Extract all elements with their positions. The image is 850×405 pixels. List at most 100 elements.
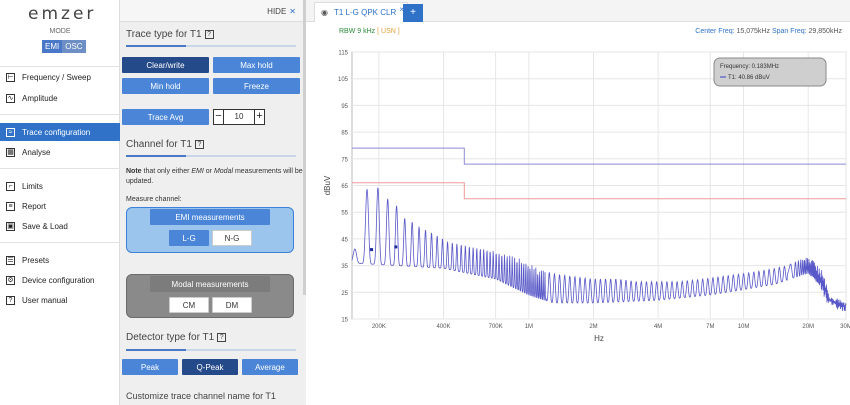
stepper-minus-button[interactable]: − — [213, 109, 224, 125]
spectrum-chart[interactable]: 15 25 35 45 55 65 75 85 95 105 115 200K 400K 700K 1M 2M… — [306, 42, 850, 402]
tooltip-frequency: Frequency: 0.183MHz — [720, 64, 779, 70]
clear-write-button[interactable]: Clear/write — [122, 57, 209, 73]
nav-item-label: User manual — [22, 295, 68, 305]
section-underline — [126, 349, 296, 351]
rbw-info: RBW 9 kHz [ USN ] — [339, 28, 400, 35]
help-icon[interactable]: ? — [217, 333, 227, 342]
x-tick-label: 200K — [372, 324, 386, 330]
nav-item-limits[interactable]: ⌐ Limits — [0, 177, 120, 195]
nav-item-amplitude[interactable]: ∿ Amplitude — [0, 89, 120, 107]
limit-lines — [352, 147, 846, 200]
span-freq-label: Span Freq: — [771, 28, 807, 35]
ng-channel-button[interactable]: N-G — [212, 230, 252, 246]
hide-label: HIDE — [267, 7, 287, 16]
nav-item-save-load[interactable]: ▣ Save & Load — [0, 217, 120, 235]
side-nav: emzer MODE EMI OSC ⊢ Frequency / Sweep ∿… — [0, 0, 120, 405]
y-tick-label: 105 — [338, 77, 349, 83]
tab-label: T1 L-G QPK CLR — [333, 8, 397, 17]
max-hold-button[interactable]: Max hold — [213, 57, 300, 73]
frequency-info: Center Freq: 15,075kHz Span Freq: 29,850… — [695, 28, 842, 35]
customize-channel-name-label: Customize trace channel name for T1 — [126, 391, 276, 401]
x-tick-label: 10M — [738, 324, 750, 330]
tooltip-box — [713, 57, 827, 87]
nav-item-label: Trace configuration — [22, 127, 91, 137]
average-detector-button[interactable]: Average — [242, 359, 298, 375]
channel-note: Note that only either EMI or Modal measu… — [126, 168, 303, 185]
add-tab-button[interactable]: + — [403, 4, 423, 22]
nav-item-frequency-sweep[interactable]: ⊢ Frequency / Sweep — [0, 68, 120, 86]
center-freq-value: 15,075kHz — [736, 28, 770, 35]
dm-channel-button[interactable]: DM — [212, 297, 252, 313]
help-icon[interactable]: ? — [194, 140, 204, 149]
mode-label: MODE — [49, 28, 71, 35]
y-tick-label: 55 — [341, 211, 348, 217]
trace-config-panel: HIDE ✕ Trace type for T1? Clear/write Max… — [120, 0, 306, 405]
trace-tab-bar: ◉ T1 L-G QPK CLR × + — [306, 0, 850, 22]
x-tick-label: 30M — [840, 324, 850, 330]
app-logo: emzer — [28, 4, 97, 24]
modal-measurements-button[interactable]: Modal measurements — [150, 276, 270, 292]
y-tick-label: 35 — [341, 264, 348, 270]
y-tick-label: 85 — [341, 131, 348, 137]
peak-detector-button[interactable]: Peak — [122, 359, 178, 375]
y-tick-label: 115 — [338, 51, 348, 57]
tab-t1[interactable]: ◉ T1 L-G QPK CLR × — [314, 2, 408, 22]
nav-item-label: Limits — [22, 181, 43, 191]
help-icon[interactable]: ? — [204, 30, 214, 39]
panel-scrollbar[interactable] — [303, 0, 306, 295]
mode-osc-button[interactable]: OSC — [62, 40, 86, 53]
data-marker — [370, 248, 374, 252]
measurement-info-bar: RBW 9 kHz [ USN ] Center Freq: 15,075kHz… — [306, 28, 850, 42]
section-underline — [126, 155, 296, 157]
y-tick-label: 15 — [341, 318, 348, 324]
nav-item-label: Device configuration — [22, 275, 95, 285]
nav-item-device-configuration[interactable]: ⚙ Device configuration — [0, 271, 120, 289]
nav-item-label: Save & Load — [22, 221, 68, 231]
nav-item-report[interactable]: ≡ Report — [0, 197, 120, 215]
qpeak-detector-button[interactable]: Q-Peak — [182, 359, 238, 375]
y-tick-label: 95 — [341, 104, 348, 110]
x-tick-label: 2M — [589, 324, 597, 330]
tooltip-series-value: T1: 40.86 dBuV — [728, 75, 770, 81]
emi-measurements-button[interactable]: EMI measurements — [150, 209, 270, 225]
save-icon: ▣ — [6, 221, 15, 231]
nav-item-user-manual[interactable]: ? User manual — [0, 291, 120, 309]
close-tab-icon[interactable]: × — [399, 5, 404, 14]
min-hold-button[interactable]: Min hold — [122, 78, 209, 94]
hide-panel-button[interactable]: HIDE ✕ — [267, 7, 296, 16]
x-tick-label: 7M — [706, 324, 714, 330]
x-axis-label: Hz — [594, 334, 604, 343]
eye-icon[interactable]: ◉ — [321, 8, 328, 17]
measure-channel-label: Measure channel: — [126, 196, 182, 203]
freeze-button[interactable]: Freeze — [213, 78, 300, 94]
nav-item-presets[interactable]: ☰ Presets — [0, 251, 120, 269]
lg-channel-button[interactable]: L-G — [169, 230, 209, 246]
data-marker — [394, 245, 398, 249]
nav-item-label: Frequency / Sweep — [22, 72, 91, 82]
nav-item-trace-configuration[interactable]: ≈ Trace configuration — [0, 123, 120, 141]
trace-avg-value[interactable]: 10 — [224, 109, 254, 125]
limit-line — [352, 147, 846, 165]
trace-t1-line — [351, 187, 847, 311]
y-axis-label: dBuV — [323, 175, 332, 195]
close-icon: ✕ — [289, 7, 296, 16]
x-tick-label: 400K — [436, 324, 450, 330]
rbw-mode: [ USN ] — [377, 28, 400, 35]
nav-item-label: Presets — [22, 255, 50, 265]
series-layer — [351, 187, 847, 311]
y-tick-label: 75 — [341, 157, 348, 163]
limits-icon: ⌐ — [6, 181, 15, 191]
nav-divider — [0, 242, 120, 243]
trace-avg-button[interactable]: Trace Avg — [122, 109, 209, 125]
nav-item-analyse[interactable]: ▦ Analyse — [0, 143, 120, 161]
trace-type-title: Trace type for T1? — [126, 29, 214, 40]
nav-divider — [0, 168, 120, 169]
presets-icon: ☰ — [6, 255, 15, 265]
mode-toggle[interactable]: EMI OSC — [42, 40, 86, 53]
stepper-plus-button[interactable]: + — [254, 109, 265, 125]
help-icon: ? — [6, 295, 15, 305]
cm-channel-button[interactable]: CM — [169, 297, 209, 313]
mode-emi-button[interactable]: EMI — [42, 40, 63, 53]
panel-header: HIDE ✕ — [120, 0, 306, 22]
chart-grid — [351, 51, 847, 320]
